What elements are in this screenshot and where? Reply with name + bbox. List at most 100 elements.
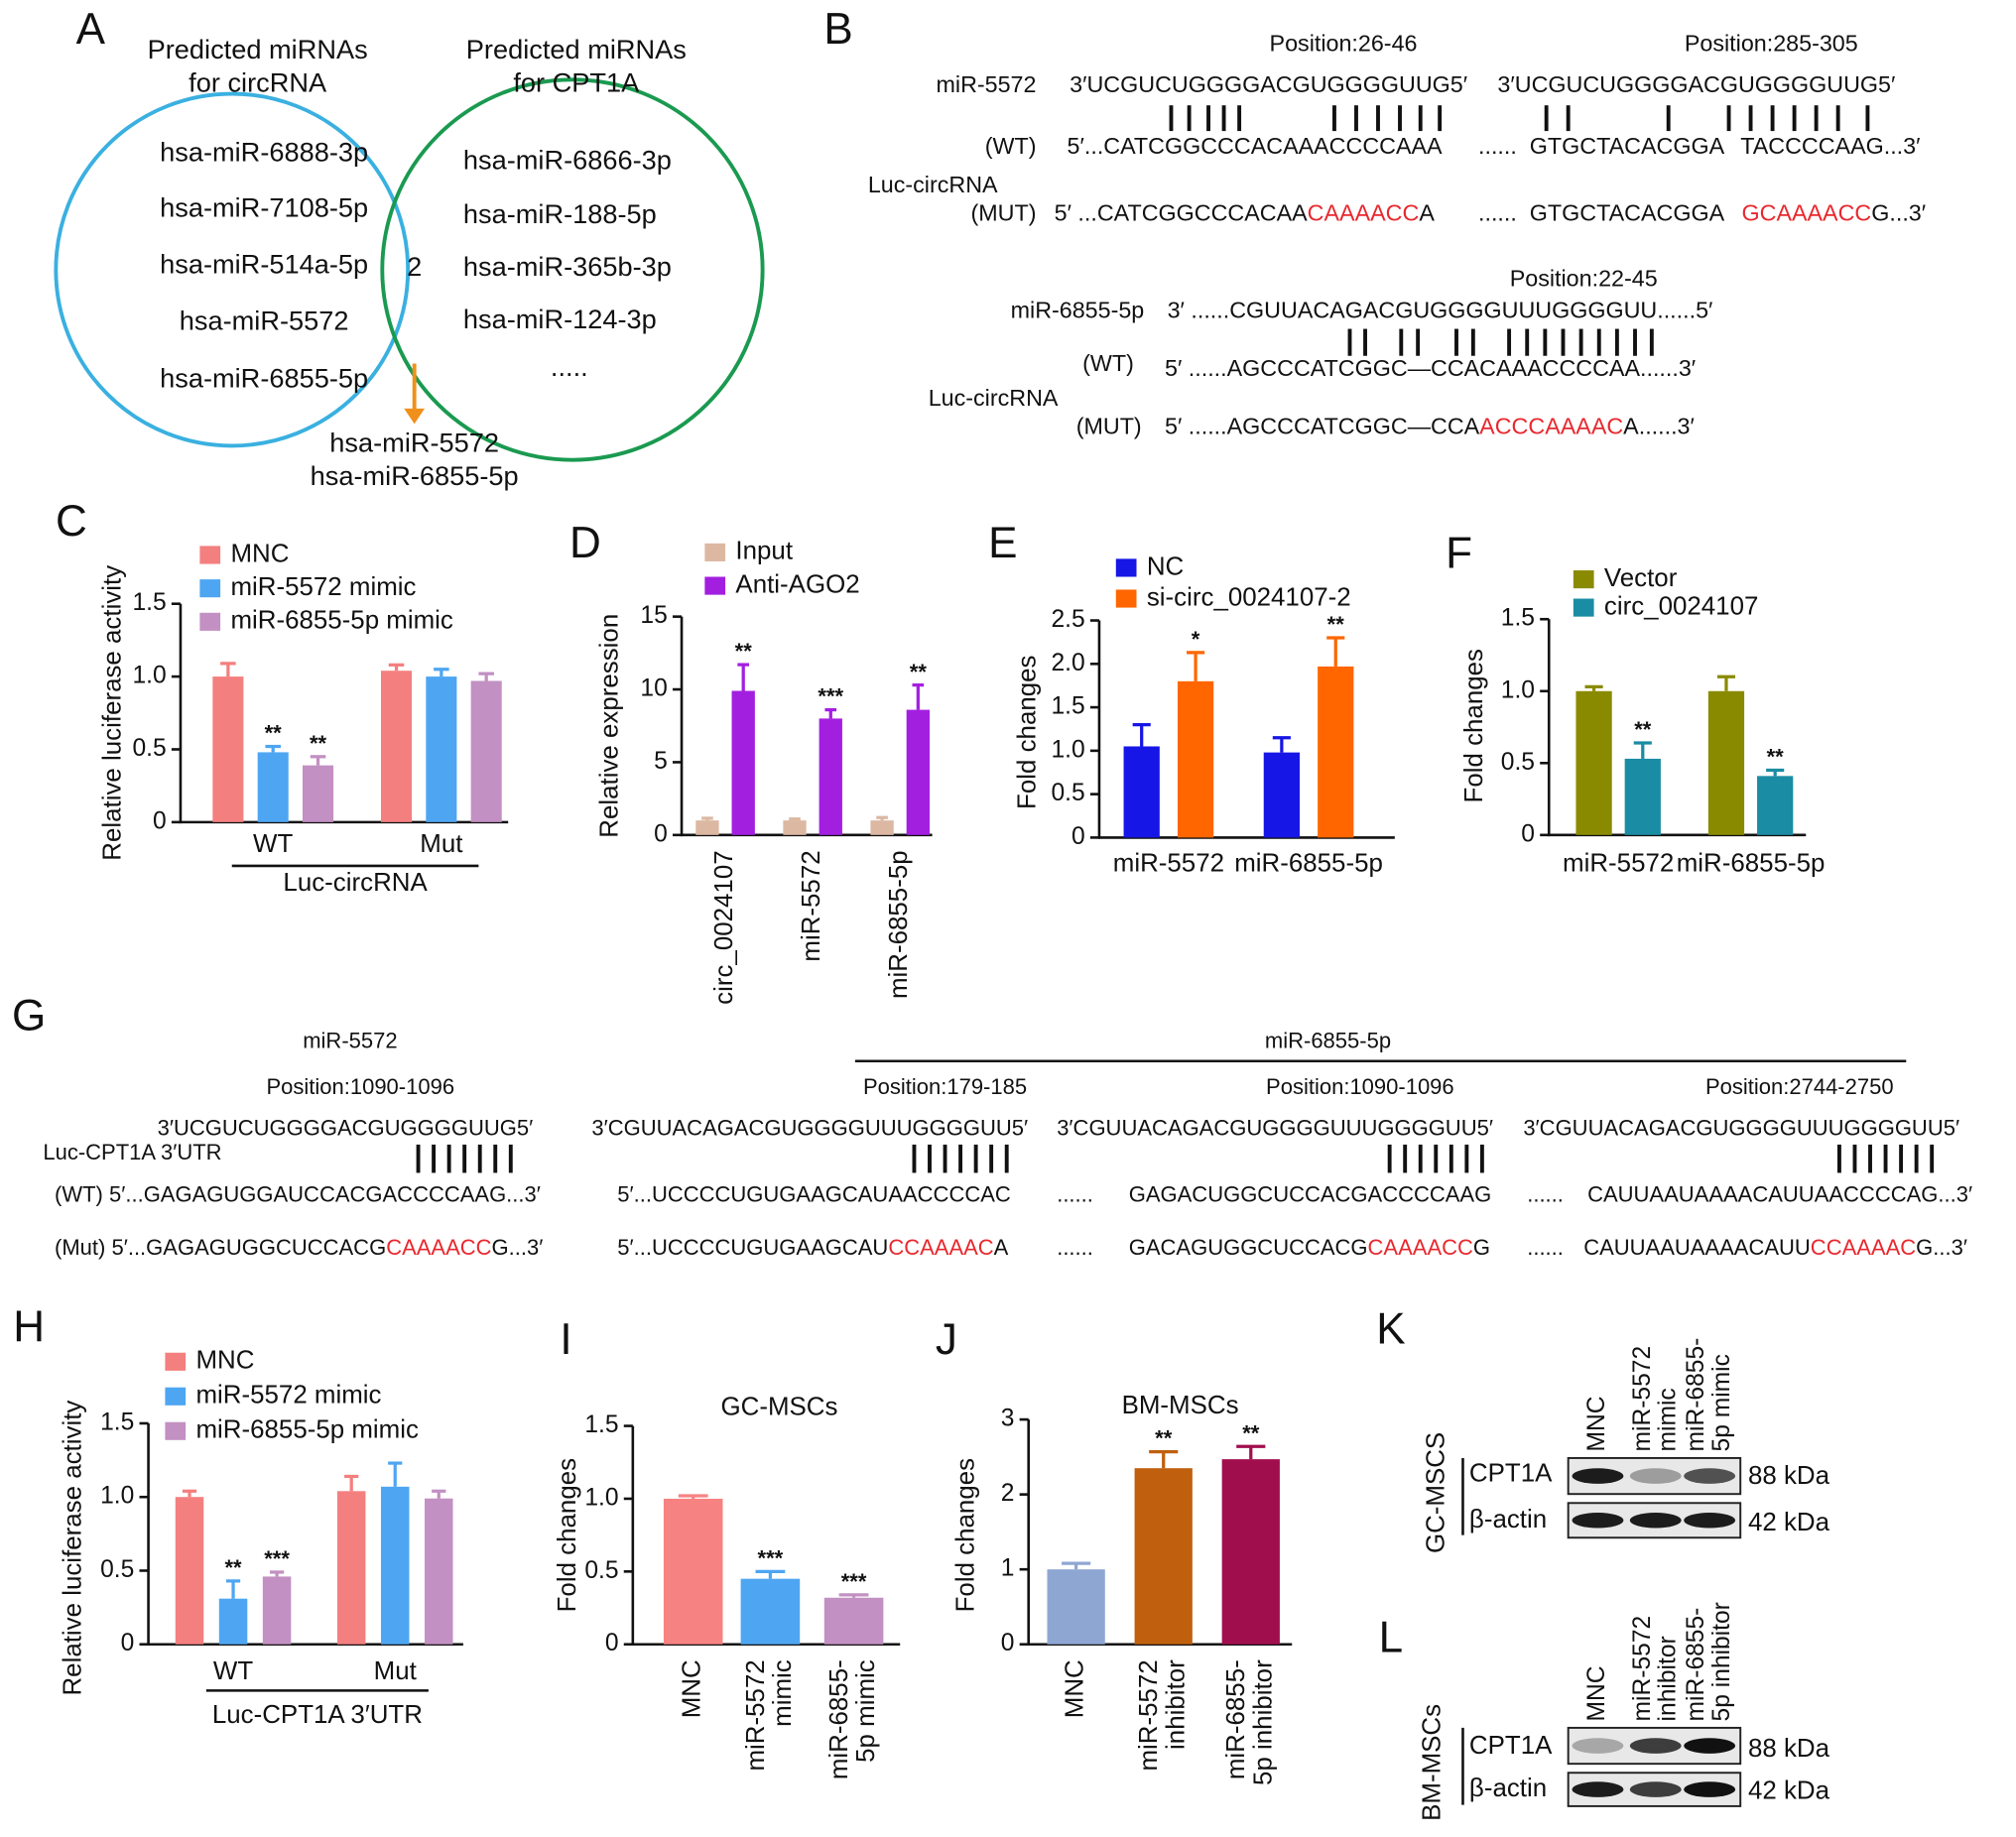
sequence-text: 5′...UCCCCUGUGAAGCAUAACCCCAC (617, 1182, 1011, 1207)
y-axis-label: Fold changes (1460, 649, 1488, 802)
bar (262, 1576, 292, 1645)
venn-arrowhead (404, 408, 426, 425)
y-tick-label: 1.0 (100, 1483, 134, 1510)
sequence-part: Position:179-185 (863, 1074, 1027, 1099)
sequence-part: 3′ ......CGUUACAGACGUGGGGUUUGGGGUU......… (1168, 298, 1713, 323)
bar (302, 765, 334, 822)
legend-label: miR-6855-5p mimic (230, 607, 452, 635)
bar (336, 1491, 366, 1645)
sequence-text: Position:22-45 (1510, 265, 1658, 291)
error-bar (838, 1593, 869, 1598)
bar (731, 690, 755, 835)
x-tick-label: miR-6855-5p mimic (825, 1659, 880, 1779)
error-bar (912, 683, 925, 710)
lane-label: MNC (1583, 1665, 1610, 1721)
venn-circle-circrna (54, 91, 411, 448)
sequence-part: ...... (1527, 1235, 1564, 1260)
y-tick-label: 0.5 (133, 735, 167, 762)
sequence-part: miR-6855-5p (1265, 1028, 1391, 1052)
y-tick-label: 1.0 (1052, 736, 1085, 763)
sequence-text: ...... (1057, 1182, 1093, 1207)
panel-letter: G (12, 992, 46, 1041)
bar (426, 676, 457, 822)
size-label: 88 kDa (1748, 1462, 1830, 1490)
sequence-part: miR-5572 (936, 71, 1036, 97)
lane-label: miR-6855-5p inhibitor (1683, 1602, 1735, 1721)
error-bar (1149, 1449, 1179, 1469)
legend-label: miR-6855-5p mimic (195, 1416, 418, 1444)
sequence-part: Position:285-305 (1685, 30, 1858, 56)
venn-title: for circRNA (189, 67, 327, 98)
sequence-text: 5′ ......AGCCCATCGGC—CCAACCCAAAACA......… (1165, 413, 1695, 438)
text-line: miR-5572 (1135, 1659, 1163, 1771)
y-axis-label: Relative luciferase activity (59, 1401, 86, 1696)
legend-label: MNC (230, 540, 289, 567)
sequence-text: ...... (1057, 1235, 1093, 1260)
venn-item: hsa-miR-6888-3p (160, 137, 368, 168)
y-tick-label: 1.0 (133, 663, 167, 689)
sequence-text: Luc-circRNA (929, 385, 1059, 411)
panel-letter: L (1379, 1613, 1403, 1661)
sequence-part: (WT) (1082, 350, 1134, 376)
group-label: Luc-circRNA (283, 869, 428, 897)
x-tick-label: miR-6855-5p (885, 850, 913, 999)
bar (663, 1498, 723, 1645)
error-bar (388, 663, 405, 672)
bar (175, 1497, 204, 1645)
significance-label: ** (910, 660, 928, 684)
mutated-sequence: CCAAAAC (1811, 1235, 1916, 1260)
y-tick-label: 0.5 (1052, 780, 1085, 806)
y-tick-label: 0 (153, 807, 167, 834)
sequence-part: Position:1090-1096 (1266, 1074, 1454, 1099)
x-tick-label: Mut (374, 1657, 417, 1685)
sequence-text: 5′ ......AGCCCATCGGC—CCACAAACCCCAA......… (1165, 355, 1696, 381)
sequence-part: 5′ ......AGCCCATCGGC—CCA (1165, 413, 1480, 438)
sequence-text: Position:179-185 (863, 1074, 1027, 1099)
bar (819, 718, 842, 835)
sequence-part: 3′CGUUACAGACGUGGGGUUUGGGGUU5′ (1523, 1115, 1959, 1140)
sequence-text: 3′CGUUACAGACGUGGGGUUUGGGGUU5′ (591, 1115, 1028, 1140)
bar (740, 1578, 801, 1645)
error-bar (265, 744, 281, 753)
x-tick-label: WT (253, 830, 293, 858)
blot-band (1629, 1468, 1682, 1484)
y-axis-label: Fold changes (1014, 655, 1042, 808)
x-tick-label: WT (213, 1657, 253, 1685)
text-line: miR-6855- (1222, 1659, 1250, 1779)
venn-item: hsa-miR-514a-5p (160, 248, 368, 279)
sequence-text: ...... (1478, 199, 1517, 225)
bar (695, 820, 719, 835)
group-label: Luc-CPT1A 3′UTR (212, 1701, 423, 1729)
sequence-part: 3′UCGUCUGGGGACGUGGGGUUG5′ (158, 1115, 534, 1140)
legend-swatch (704, 543, 726, 561)
mutated-sequence: CCAAAAC (888, 1235, 993, 1260)
error-bar (220, 662, 236, 677)
sequence-part: (MUT) (1076, 413, 1142, 438)
text-line: inhibitor (1162, 1659, 1190, 1750)
sequence-part: CAUUAAUAAAACAUU (1583, 1235, 1811, 1260)
venn-circle-cpt1a (380, 77, 765, 462)
y-tick-label: 10 (640, 675, 667, 702)
bar (870, 820, 894, 835)
sequence-part: 5′...UCCCCUGUGAAGCAUAACCCCAC (617, 1182, 1011, 1207)
significance-label: *** (264, 1546, 290, 1571)
sequence-part: TACCCCAAG...3′ (1740, 133, 1920, 159)
sequence-part: (WT) 5′...GAGAGUGGAUCCACGACCCCAAG...3′ (55, 1182, 541, 1207)
error-bar (1272, 736, 1291, 753)
y-tick-label: 3 (1001, 1406, 1015, 1432)
legend-label: miR-5572 mimic (230, 573, 416, 601)
sequence-part: GACAGUGGCUCCACG (1129, 1235, 1368, 1260)
sequence-part: miR-5572 (303, 1028, 397, 1052)
venn-item: hsa-miR-6866-3p (463, 144, 672, 175)
bar (1123, 746, 1160, 838)
y-tick-label: 0.5 (1501, 749, 1535, 776)
bar (1707, 690, 1745, 835)
sequence-text: Position:2744-2750 (1705, 1074, 1894, 1099)
blot-band (1684, 1468, 1736, 1484)
y-tick-label: 0.5 (584, 1557, 618, 1584)
panel-letter: E (988, 519, 1017, 567)
sequence-part: (Mut) 5′...GAGAGUGGCUCCACG (55, 1235, 386, 1260)
error-bar (876, 815, 888, 821)
sequence-part: 3′CGUUACAGACGUGGGGUUUGGGGUU5′ (591, 1115, 1028, 1140)
x-tick-label: miR-5572 (1563, 849, 1674, 877)
